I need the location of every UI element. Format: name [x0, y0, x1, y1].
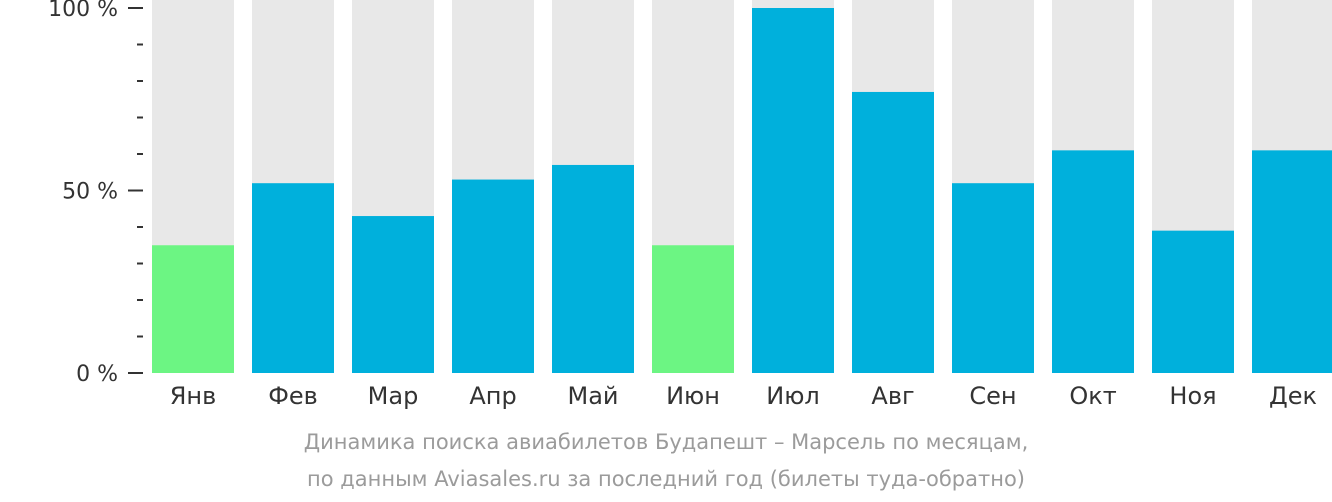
- x-tick-label: Июл: [766, 382, 820, 410]
- y-axis: 0 % 50 % 100 %: [48, 0, 143, 387]
- bar-3[interactable]: [352, 216, 434, 373]
- bars-group: [152, 0, 1332, 373]
- bar-10[interactable]: [1052, 150, 1134, 373]
- bar-7[interactable]: [752, 8, 834, 373]
- x-tick-label: Ноя: [1169, 382, 1216, 410]
- x-tick-label: Фев: [268, 382, 318, 410]
- x-tick-label: Авг: [871, 382, 914, 410]
- chart-title: Динамика поиска авиабилетов Будапешт – М…: [303, 430, 1029, 454]
- bar-11[interactable]: [1152, 230, 1234, 373]
- bar-8[interactable]: [852, 91, 934, 373]
- y-tick-label: 50 %: [62, 180, 118, 205]
- bar-9[interactable]: [952, 183, 1034, 373]
- bar-12[interactable]: [1252, 150, 1332, 373]
- x-tick-label: Дек: [1269, 382, 1317, 410]
- bar-6[interactable]: [652, 245, 734, 373]
- x-tick-label: Окт: [1069, 382, 1116, 410]
- x-axis: Янв Фев Мар Апр Май Июн Июл Авг Сен Окт Ноя Дек: [170, 382, 1317, 410]
- x-tick-label: Янв: [170, 382, 217, 410]
- bar-2[interactable]: [252, 183, 334, 373]
- bar-4[interactable]: [452, 179, 534, 373]
- x-tick-label: Июн: [666, 382, 720, 410]
- bar-1[interactable]: [152, 245, 234, 373]
- y-tick-label: 100 %: [48, 0, 118, 22]
- bar-5[interactable]: [552, 164, 634, 373]
- x-tick-label: Мар: [368, 382, 419, 410]
- x-tick-label: Сен: [969, 382, 1016, 410]
- x-tick-label: Май: [567, 382, 618, 410]
- chart-subtitle: по данным Aviasales.ru за последний год …: [307, 467, 1025, 491]
- x-tick-label: Апр: [469, 382, 516, 410]
- y-tick-label: 0 %: [76, 362, 118, 387]
